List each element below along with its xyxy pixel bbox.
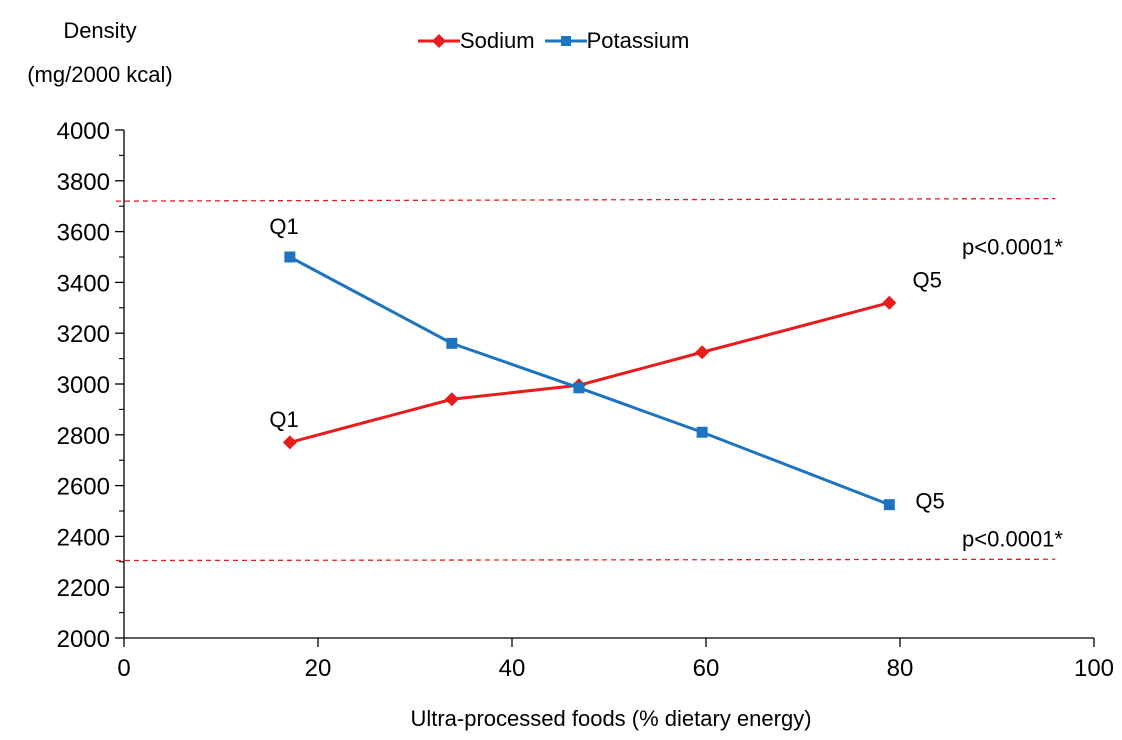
y-tick-label: 3200 — [57, 321, 110, 348]
x-tick-label: 0 — [117, 655, 130, 682]
x-tick-label: 100 — [1074, 655, 1114, 682]
legend-potassium-label: Potassium — [586, 28, 690, 53]
x-axis-label: Ultra-processed foods (% dietary energy) — [410, 706, 812, 731]
y-tick-label: 2600 — [57, 474, 110, 501]
annotation-label: Q1 — [269, 407, 298, 432]
potassium-point — [573, 382, 585, 394]
y-tick-label: 3400 — [57, 270, 110, 297]
annotation-label: Q1 — [269, 214, 298, 239]
annotation-label: Q5 — [912, 267, 941, 292]
legend-item-sodium: Sodium — [418, 28, 535, 54]
potassium-series-line — [289, 255, 890, 507]
potassium-point — [446, 337, 458, 349]
sodium-point — [282, 435, 297, 450]
reference-line-1 — [115, 197, 1056, 202]
sodium-point — [882, 295, 897, 310]
y-axis-label-line2: (mg/2000 kcal) — [27, 62, 173, 87]
y-tick-label: 3000 — [57, 372, 110, 399]
legend-potassium-marker — [544, 36, 587, 46]
legend-item-potassium: Potassium — [544, 28, 690, 54]
annotation-label: p<0.0001* — [962, 234, 1063, 259]
potassium-point — [284, 251, 296, 263]
y-axis-label-line1: Density — [63, 18, 137, 43]
y-tick-label: 4000 — [57, 118, 110, 145]
potassium-point — [696, 426, 708, 438]
x-tick-label: 40 — [499, 655, 526, 682]
y-tick-label: 2000 — [57, 626, 110, 653]
x-tick-label: 20 — [305, 655, 332, 682]
potassium-point — [883, 499, 895, 511]
y-tick-label: 3600 — [57, 220, 110, 247]
annotation-label: p<0.0001* — [962, 527, 1063, 552]
sodium-point — [695, 345, 710, 360]
y-tick-label: 2200 — [57, 575, 110, 602]
sodium-series-line — [289, 301, 890, 444]
sodium-point — [444, 392, 459, 407]
annotation-label: Q5 — [915, 488, 944, 513]
legend-sodium-label: Sodium — [460, 28, 535, 53]
y-tick-label: 2400 — [57, 524, 110, 551]
legend: Sodium Potassium — [418, 28, 699, 54]
y-tick-label: 2800 — [57, 423, 110, 450]
reference-line-2 — [115, 558, 1056, 562]
y-tick-label: 3800 — [57, 169, 110, 196]
legend-sodium-marker — [418, 34, 460, 48]
x-tick-label: 80 — [887, 655, 914, 682]
x-tick-label: 60 — [693, 655, 720, 682]
